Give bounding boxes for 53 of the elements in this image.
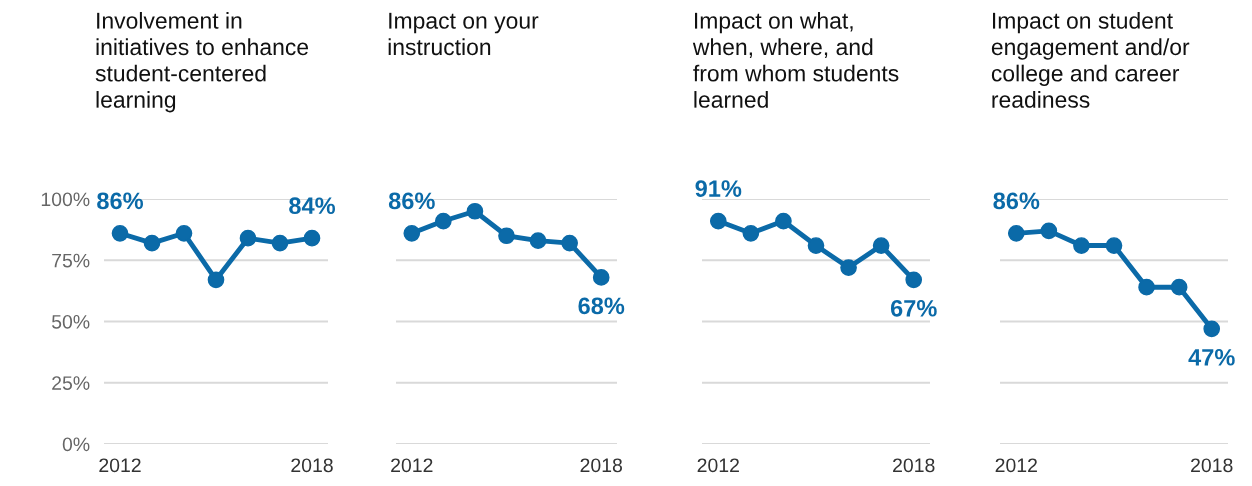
x-tick-label: 2012 xyxy=(995,458,1037,473)
point xyxy=(1138,278,1155,296)
x-tick-label: 2018 xyxy=(893,458,935,473)
x-tick-label: 2018 xyxy=(291,458,333,473)
data-label: 91% xyxy=(695,180,742,197)
y-tick-label: 100% xyxy=(41,192,90,207)
y-tick-label: 25% xyxy=(52,376,90,390)
point xyxy=(1105,237,1123,254)
point xyxy=(498,227,515,245)
point xyxy=(1203,320,1221,338)
data-label: 84% xyxy=(289,197,336,215)
point xyxy=(239,229,257,247)
point xyxy=(1007,224,1025,242)
point xyxy=(807,237,825,254)
point xyxy=(435,212,452,230)
point xyxy=(403,224,421,242)
chart-title: Impact on your instruction xyxy=(388,12,539,56)
point xyxy=(303,229,321,247)
point xyxy=(143,234,161,252)
point xyxy=(775,212,792,230)
x-tick-label: 2012 xyxy=(99,458,141,473)
point xyxy=(1170,278,1188,296)
point xyxy=(175,224,193,242)
point xyxy=(466,202,484,220)
y-tick-label: 50% xyxy=(51,314,90,329)
chart-title: Impact on student engagement and/or college and career readiness xyxy=(991,12,1190,108)
x-tick-label: 2018 xyxy=(1191,458,1233,473)
data-label: 68% xyxy=(578,297,625,315)
y-tick-label: 75% xyxy=(52,253,90,268)
point xyxy=(1073,237,1090,254)
y-tick-label: 0% xyxy=(62,437,90,452)
point xyxy=(742,224,760,242)
point xyxy=(840,259,857,276)
point xyxy=(207,271,225,289)
chart-title: Impact on what, when, where, and from whom students learned xyxy=(692,12,899,108)
x-tick-label: 2012 xyxy=(697,458,739,473)
point xyxy=(271,234,289,252)
chart-title: Involvement in initiatives to enhance student-centered learning xyxy=(95,12,309,113)
data-label: 86% xyxy=(388,192,435,210)
x-tick-label: 2012 xyxy=(391,458,433,473)
point xyxy=(529,232,547,249)
x-tick-label: 2018 xyxy=(580,458,622,473)
point xyxy=(1040,222,1058,240)
point xyxy=(111,224,129,242)
point xyxy=(592,269,610,286)
data-label: 67% xyxy=(890,299,937,317)
point xyxy=(905,271,923,289)
data-label: 86% xyxy=(97,192,144,210)
data-label: 86% xyxy=(993,192,1040,210)
point xyxy=(561,234,578,252)
point xyxy=(872,237,890,254)
data-label: 47% xyxy=(1188,348,1235,366)
point xyxy=(709,212,727,230)
